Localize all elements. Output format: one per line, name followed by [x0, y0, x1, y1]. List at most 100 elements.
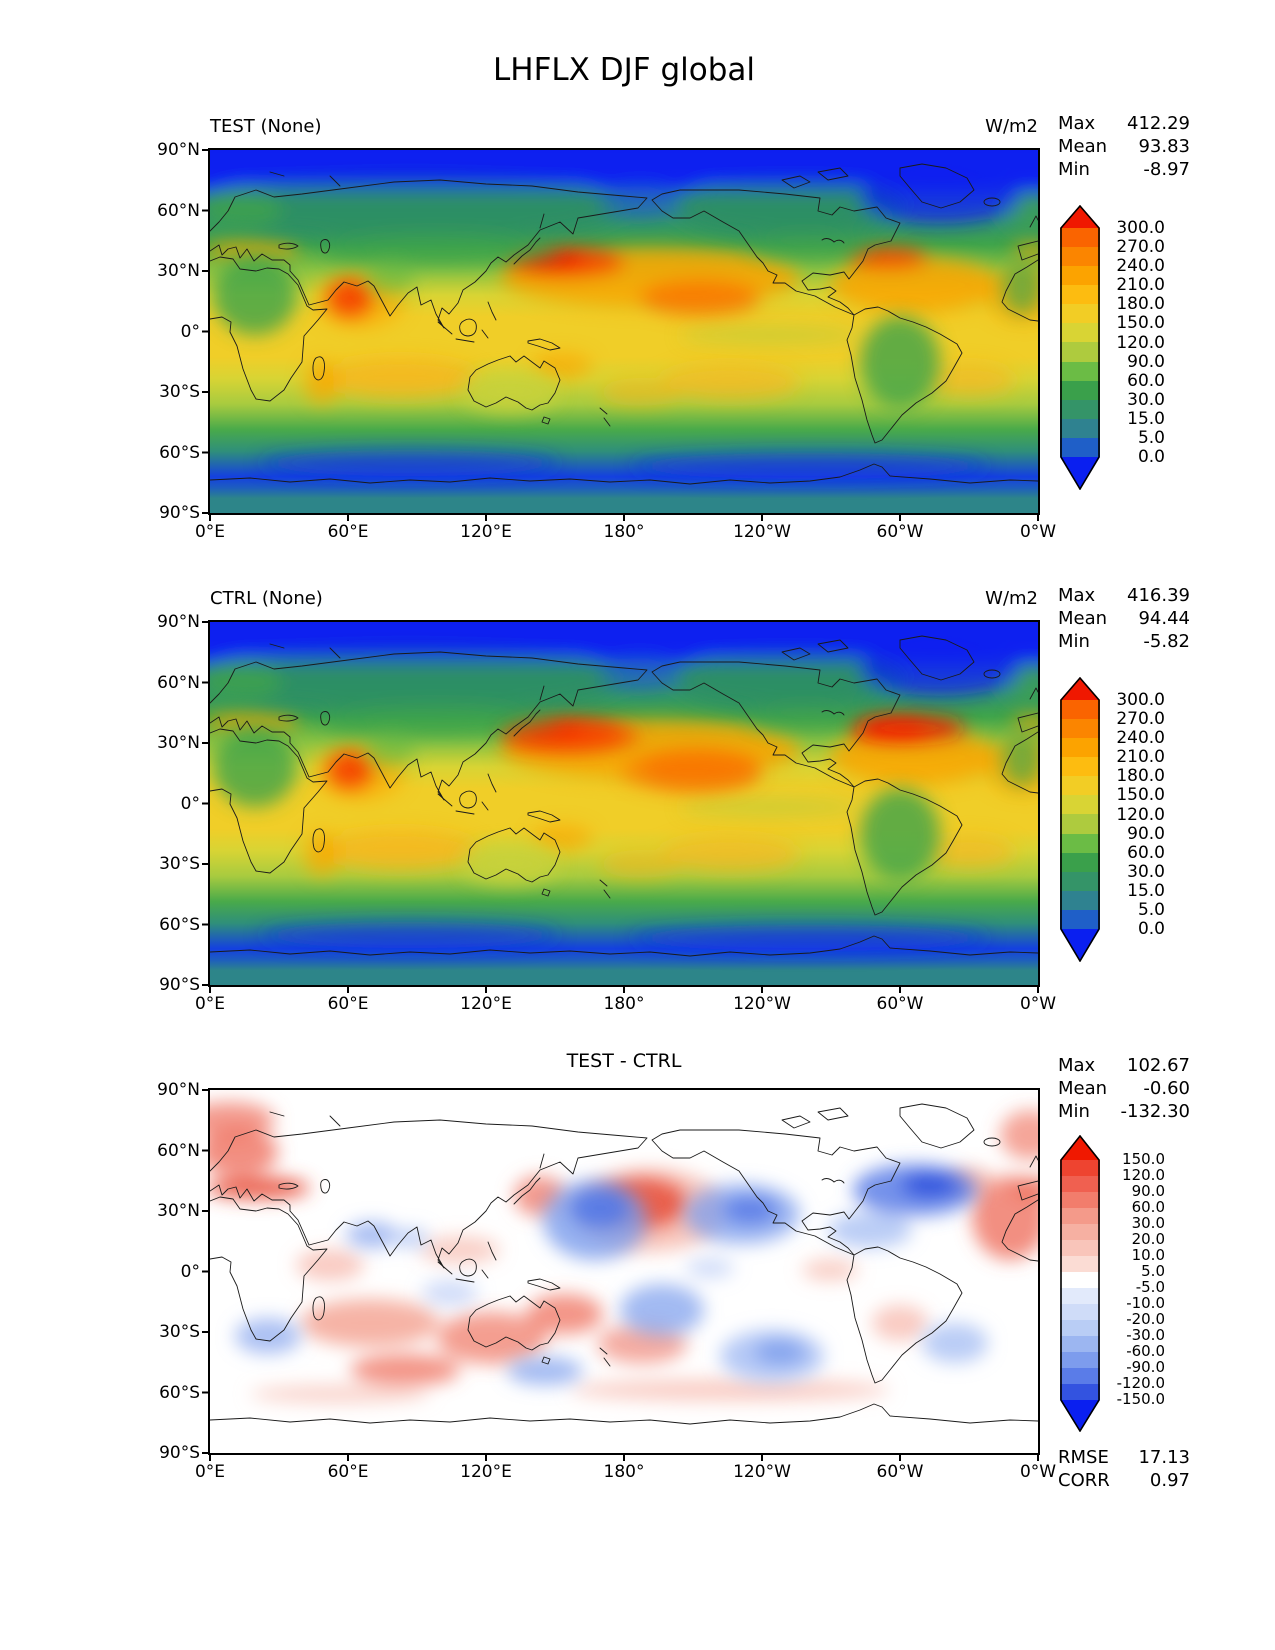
tick-label: 120°W: [733, 522, 791, 542]
stat-label: Min: [1058, 159, 1090, 180]
stat-label: Mean: [1058, 136, 1108, 157]
tick-label: 20.0: [1131, 1230, 1165, 1248]
tick-label: 120°E: [460, 1462, 512, 1482]
colorbar-outline: [1060, 1135, 1100, 1432]
tick-label: 5.0: [1137, 427, 1165, 448]
tick-label: -10.0: [1126, 1294, 1165, 1312]
tick-label: 0°: [180, 793, 200, 814]
tick-label: 120.0: [1122, 1166, 1165, 1184]
stat-value: -0.60: [1143, 1078, 1190, 1099]
ctrl-lon-tickmarks: [209, 987, 1039, 993]
stat-min: Min -5.82: [1058, 630, 1190, 653]
stat-value: -8.97: [1143, 159, 1190, 180]
tick-label: 10.0: [1131, 1246, 1165, 1264]
metric-corr: CORR 0.97: [1058, 1469, 1190, 1492]
stat-min: Min -132.30: [1058, 1100, 1190, 1123]
tick-label: 150.0: [1116, 313, 1165, 334]
tick-label: 0°W: [1019, 994, 1057, 1014]
tick-label: 0°W: [1019, 1462, 1057, 1482]
tick-label: -60.0: [1126, 1342, 1165, 1360]
ctrl-lat-axis: 90°N 60°N 30°N 0° 30°S 60°S 90°S: [130, 612, 200, 995]
panel-ctrl-units: W/m2: [985, 588, 1038, 609]
metric-label: RMSE: [1058, 1447, 1109, 1468]
diff-map: [208, 1088, 1040, 1455]
tick-label: 90°S: [159, 503, 200, 523]
panel-test-stats: Max 412.29 Mean 93.83 Min -8.97: [1058, 112, 1190, 181]
tick-label: 30°S: [159, 1322, 200, 1342]
stat-label: Max: [1058, 585, 1096, 606]
tick-label: 0°W: [1019, 522, 1057, 542]
tick-label: 120°E: [460, 522, 512, 542]
test-lat-tickmarks: [202, 149, 208, 514]
tick-label: 60.0: [1131, 1198, 1165, 1216]
ctrl-map-image: [210, 622, 1038, 985]
tick-label: 60°E: [327, 994, 369, 1014]
stat-max: Max 102.67: [1058, 1054, 1190, 1077]
tick-label: 60°W: [876, 1462, 924, 1482]
tick-label: 30°N: [157, 261, 200, 281]
stat-label: Max: [1058, 1055, 1096, 1076]
ctrl-lat-tickmarks: [202, 621, 208, 986]
stat-value: 94.44: [1138, 608, 1190, 629]
tick-label: 0°: [180, 1261, 200, 1282]
tick-label: 60°N: [157, 1140, 200, 1161]
tick-label: 0°: [180, 321, 200, 342]
metric-label: CORR: [1058, 1470, 1110, 1491]
tick-label: 240.0: [1116, 728, 1165, 749]
tick-label: 30°N: [157, 733, 200, 753]
panel-ctrl-title: CTRL (None): [210, 588, 323, 609]
test-colorbar: [1060, 205, 1100, 490]
tick-label: 15.0: [1127, 408, 1165, 429]
tick-label: 90°N: [157, 1080, 200, 1100]
metric-value: 0.97: [1149, 1470, 1190, 1491]
tick-label: 180°: [603, 1462, 645, 1482]
tick-label: 210.0: [1116, 275, 1165, 296]
tick-label: 120°E: [460, 994, 512, 1014]
stat-max: Max 416.39: [1058, 584, 1190, 607]
tick-label: 90.0: [1131, 1182, 1165, 1200]
tick-label: 120°W: [733, 1462, 791, 1482]
tick-label: 5.0: [1141, 1262, 1165, 1280]
tick-label: 60°N: [157, 672, 200, 693]
tick-label: 15.0: [1127, 880, 1165, 901]
tick-label: 210.0: [1116, 747, 1165, 768]
tick-label: 60°W: [876, 522, 924, 542]
tick-label: 270.0: [1116, 237, 1165, 258]
tick-label: 30.0: [1127, 861, 1165, 882]
test-lat-axis: 90°N 60°N 30°N 0° 30°S 60°S 90°S: [130, 140, 200, 523]
stat-min: Min -8.97: [1058, 158, 1190, 181]
diff-lat-tickmarks: [202, 1089, 208, 1454]
stat-max: Max 412.29: [1058, 112, 1190, 135]
tick-label: 150.0: [1116, 785, 1165, 806]
tick-label: 150.0: [1122, 1150, 1165, 1168]
panel-diff-title: TEST - CTRL: [566, 1050, 682, 1072]
diff-lon-tickmarks: [209, 1455, 1039, 1461]
tick-label: 0°E: [194, 994, 226, 1014]
tick-label: 30°S: [159, 854, 200, 874]
stat-mean: Mean 94.44: [1058, 607, 1190, 630]
diff-map-image: [210, 1090, 1038, 1453]
stat-value: 412.29: [1127, 113, 1190, 134]
tick-label: 0°E: [194, 1462, 226, 1482]
stat-value: 93.83: [1138, 136, 1190, 157]
tick-label: 60°E: [327, 522, 369, 542]
tick-label: 90°S: [159, 975, 200, 995]
tick-label: 180°: [603, 522, 645, 542]
tick-label: 90°S: [159, 1443, 200, 1463]
tick-label: 180°: [603, 994, 645, 1014]
stat-label: Min: [1058, 631, 1090, 652]
tick-label: 60°N: [157, 200, 200, 221]
tick-label: 60°E: [327, 1462, 369, 1482]
tick-label: 30°N: [157, 1201, 200, 1221]
tick-label: -30.0: [1126, 1326, 1165, 1344]
tick-label: 120°W: [733, 994, 791, 1014]
diff-lon-axis: 0°E 60°E 120°E 180° 120°W 60°W 0°W: [195, 1462, 1056, 1482]
ctrl-map: [208, 620, 1040, 987]
panel-diff-stats: Max 102.67 Mean -0.60 Min -132.30: [1058, 1054, 1190, 1123]
test-map-image: [210, 150, 1038, 513]
tick-label: 300.0: [1116, 218, 1165, 238]
tick-label: -90.0: [1126, 1358, 1165, 1376]
stat-label: Mean: [1058, 608, 1108, 629]
page-title: LHFLX DJF global: [492, 52, 756, 88]
tick-label: 180.0: [1116, 294, 1165, 315]
